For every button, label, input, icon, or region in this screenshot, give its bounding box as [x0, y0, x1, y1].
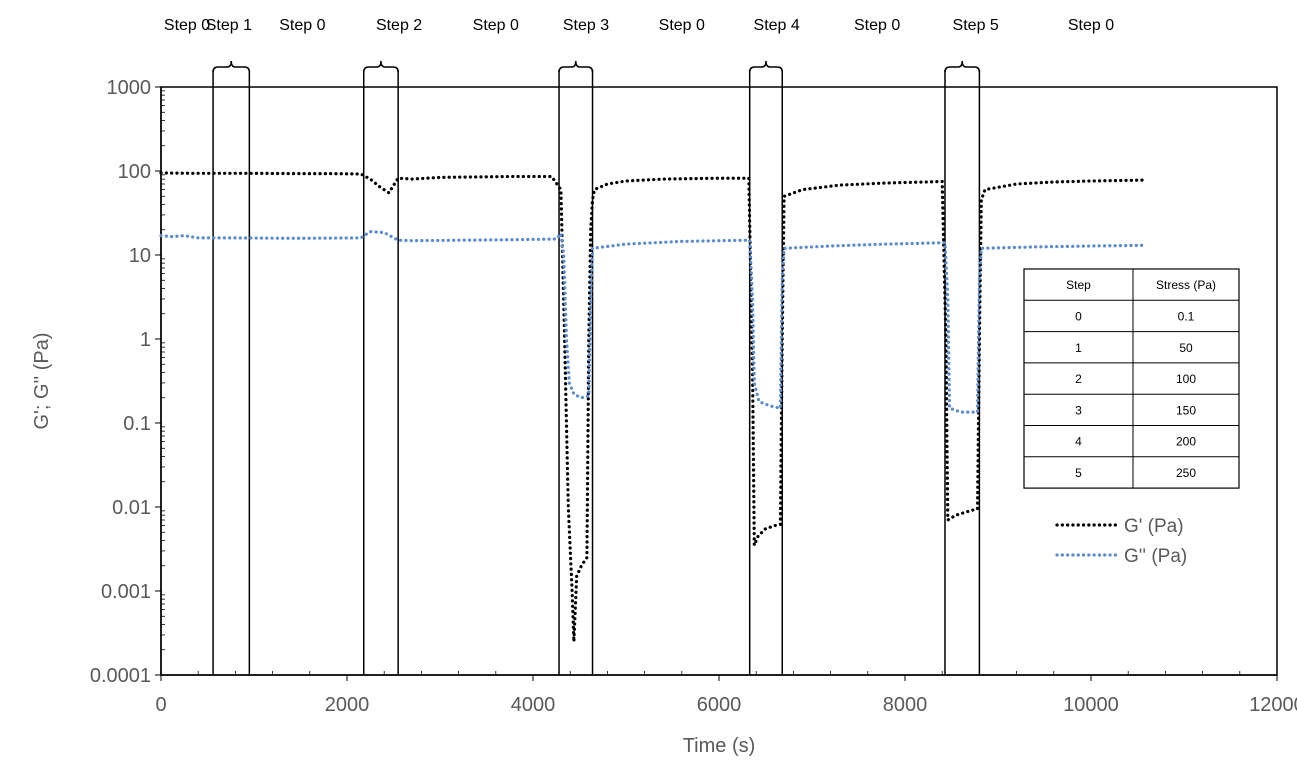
y-tick-label: 1 — [140, 329, 151, 351]
legend-label: G'' (Pa) — [1124, 546, 1187, 567]
y-tick-label: 0.001 — [101, 581, 151, 603]
step-label: Step 0 — [659, 17, 705, 34]
y-tick-label: 0.01 — [112, 497, 151, 519]
step-brace — [362, 60, 399, 73]
y-axis: 0.0001 0.001 0.01 0.1 1 10 100 1000 — [90, 77, 165, 687]
x-tick-label: 8000 — [883, 694, 928, 716]
step-label: Step 3 — [563, 17, 609, 34]
series-g-double-prime — [159, 230, 1144, 414]
step-label: Step 1 — [206, 17, 252, 34]
y-tick-label: 1000 — [107, 77, 152, 99]
series-layer — [159, 171, 1144, 644]
table-cell: 3 — [1075, 403, 1082, 417]
step-label: Step 0 — [279, 17, 325, 34]
legend-label: G' (Pa) — [1124, 516, 1184, 537]
step-brace — [748, 60, 783, 73]
y-tick-label: 0.1 — [123, 413, 151, 435]
table-cell: 0 — [1075, 309, 1082, 323]
table-cell: 100 — [1176, 372, 1196, 386]
y-tick-label: 10 — [129, 245, 151, 267]
x-tick-label: 0 — [155, 694, 166, 716]
step-label: Step 0 — [1068, 17, 1114, 34]
table-cell: 2 — [1075, 372, 1082, 386]
step-brace — [558, 60, 594, 73]
step-label: Step 0 — [854, 17, 900, 34]
x-tick-label: 6000 — [697, 694, 742, 716]
step-brace — [944, 60, 981, 73]
table-cell: 200 — [1176, 435, 1196, 449]
step-label: Step 0 — [164, 17, 210, 34]
legend: G' (Pa) G'' (Pa) — [1055, 516, 1187, 567]
step-windows — [212, 60, 981, 675]
table-border — [1023, 268, 1240, 489]
y-tick-label: 100 — [118, 161, 151, 183]
step-brace — [212, 60, 251, 73]
table-cell: 1 — [1075, 341, 1082, 355]
y-tick-label: 0.0001 — [90, 665, 151, 687]
x-tick-label: 10000 — [1063, 694, 1119, 716]
table-header-cell: Stress (Pa) — [1156, 278, 1216, 292]
table-cell: 0.1 — [1178, 309, 1195, 323]
table-cell: 5 — [1075, 466, 1082, 480]
table-cell: 50 — [1179, 341, 1193, 355]
table-header-cell: Step — [1066, 278, 1091, 292]
step-label: Step 0 — [473, 17, 519, 34]
step-label: Step 2 — [376, 17, 422, 34]
step-label: Step 5 — [953, 17, 999, 34]
table-cell: 250 — [1176, 466, 1196, 480]
x-tick-label: 4000 — [511, 694, 556, 716]
x-axis-title: Time (s) — [683, 735, 756, 757]
table-cell: 150 — [1176, 403, 1196, 417]
table-cell: 4 — [1075, 435, 1082, 449]
y-axis-title: G'; G'' (Pa) — [31, 332, 53, 429]
series-g-prime — [159, 171, 1144, 644]
step-label: Step 4 — [754, 17, 800, 34]
x-tick-label: 2000 — [325, 694, 370, 716]
